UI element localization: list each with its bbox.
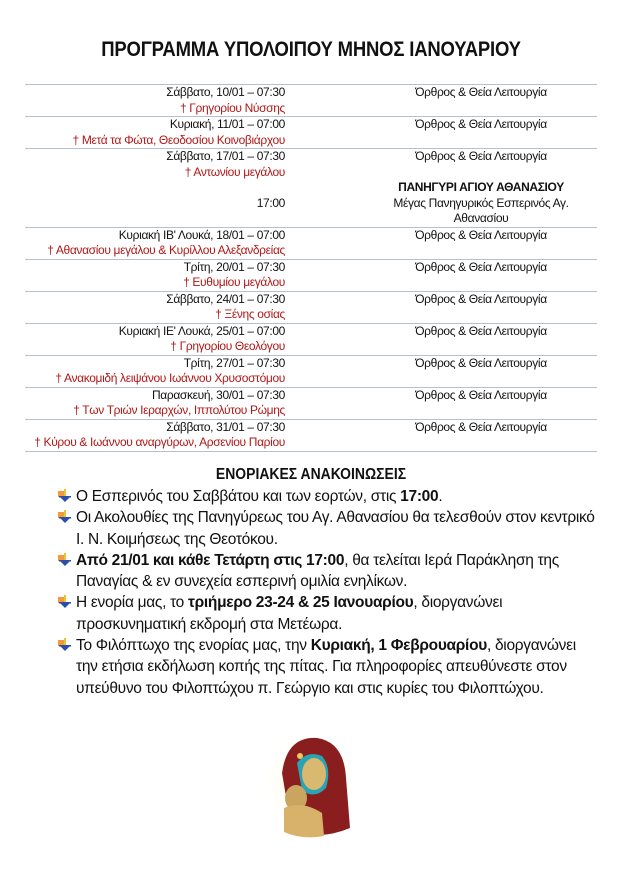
table-row-continuation: † Ξένης οσίας (25, 307, 597, 323)
table-row: Τρίτη, 20/01 – 07:30 Όρθρος & Θεία Λειτου… (25, 258, 597, 275)
announcement-text: Το Φιλόπτωχο της ενορίας μας, την (76, 637, 311, 655)
announcement-text: Η ενορία μας, το (76, 594, 189, 612)
table-row-continuation: † Κύρου & Ιωάννου αναργύρων, Αρσενίου Πα… (25, 435, 597, 452)
arrow-down-bullet-icon (58, 489, 71, 502)
table-row: Κυριακή, 11/01 – 07:00 Όρθρος & Θεία Λειτ… (25, 116, 597, 133)
table-row-continuation: † Ευθυμίου μεγάλου (25, 275, 597, 291)
table-row: Σάββατο, 17/01 – 07:30 Όρθρος & Θεία Λειτ… (25, 148, 597, 165)
cell-saint: † Αθανασίου μεγάλου & Κυρίλλου Αλεξανδρε… (47, 243, 285, 257)
cell-service: Όρθρος & Θεία Λειτουργία (285, 290, 597, 307)
announcement-item: Οι Ακολουθίες της Πανηγύρεως του Αγ. Αθα… (58, 507, 598, 550)
cell-date: Κυριακή ΙΕ' Λουκά, 25/01 – 07:00 (25, 322, 285, 339)
cell-saint: † Γρηγορίου Θεολόγου (170, 339, 285, 353)
table-row: Παρασκευή, 30/01 – 07:30 Όρθρος & Θεία Λε… (25, 386, 597, 403)
cell-date: Σάββατο, 24/01 – 07:30 (25, 290, 285, 307)
cell-saint: † Κύρου & Ιωάννου αναργύρων, Αρσενίου Πα… (25, 435, 285, 452)
table-row-continuation: † Ανακομιδή λειψάνου Ιωάννου Χρυσοστόμου (25, 371, 597, 387)
announcement-bold-text: 17:00 (400, 488, 439, 505)
cell-service: Όρθρος & Θεία Λειτουργία (285, 354, 597, 371)
cell-date: Σάββατο, 17/01 – 07:30 (25, 148, 285, 165)
cell-service: Όρθρος & Θεία Λειτουργία (285, 116, 597, 133)
announcement-bold-text: τριήμερο 23-24 & 25 Ιανουαρίου (188, 594, 414, 612)
cell-service: Όρθρος & Θεία Λειτουργία (285, 386, 597, 403)
announcement-bold-text: Κυριακή, 1 Φεβρουαρίου (310, 637, 488, 655)
empty-cell (285, 275, 597, 291)
empty-cell (285, 101, 597, 117)
cell-extra-service: Μέγας Πανηγυρικός Εσπερινός Αγ. Αθανασίο… (393, 195, 569, 226)
cell-service: Όρθρος & Θεία Λειτουργία (285, 148, 597, 165)
cell-extra-time: 17:00 (256, 195, 286, 210)
cell-service: Όρθρος & Θεία Λειτουργία (285, 418, 597, 435)
empty-cell (285, 307, 597, 323)
table-row-continuation: † Μετά τα Φώτα, Θεοδοσίου Κοινοβιάρχου (25, 133, 597, 149)
cell-saint: † Ανακομιδή λειψάνου Ιωάννου Χρυσοστόμου (55, 371, 285, 385)
cell-saint: † Ευθυμίου μεγάλου (183, 275, 285, 289)
cell-saint: † Ξένης οσίας (215, 307, 285, 321)
empty-cell (285, 403, 597, 419)
virgin-mary-icon (262, 732, 358, 838)
arrow-down-bullet-icon (58, 595, 71, 609)
table-row-continuation: ΠΑΝΗΓΥΡΙ ΑΓΙΟΥ ΑΘΑΝΑΣΙΟΥ (25, 180, 597, 196)
arrow-down-bullet-icon (58, 510, 71, 524)
table-row-continuation: † Γρηγορίου Θεολόγου (25, 339, 597, 355)
table-row: Κυριακή ΙΕ' Λουκά, 25/01 – 07:00 Όρθρος &… (25, 322, 597, 339)
announcement-text: Οι Ακολουθίες της Πανηγύρεως του Αγ. Αθα… (76, 509, 595, 548)
table-row: Κυριακή ΙΒ' Λουκά, 18/01 – 07:00 Όρθρος &… (25, 226, 597, 243)
table-row-continuation: † Αντωνίου μεγάλου (25, 165, 597, 181)
schedule-table: Σάββατο, 10/01 – 07:30 Όρθρος & Θεία Λειτ… (25, 84, 597, 452)
empty-cell (285, 371, 597, 387)
announcement-item: Από 21/01 και κάθε Τετάρτη στις 17:00, θ… (58, 550, 598, 593)
empty-cell (285, 165, 597, 181)
announcement-text: , διοργανώνει προσκυνηματική εκδρομή στα… (76, 594, 503, 633)
announcement-text: Ο Εσπερινός του Σαββάτου και των εορτών,… (76, 488, 401, 505)
announcement-item: Η ενορία μας, το τριήμερο 23-24 & 25 Ιαν… (58, 592, 598, 635)
announcement-item: Το Φιλόπτωχο της ενορίας μας, την Κυριακ… (58, 635, 598, 699)
table-row-continuation: † Των Τριών Ιεραρχών, Ιππολύτου Ρώμης (25, 403, 597, 419)
cell-date: Κυριακή, 11/01 – 07:00 (25, 116, 285, 133)
cell-saint: † Των Τριών Ιεραρχών, Ιππολύτου Ρώμης (73, 403, 285, 417)
cell-saint: † Μετά τα Φώτα, Θεοδοσίου Κοινοβιάρχου (72, 132, 286, 147)
empty-cell (285, 133, 597, 149)
cell-date: Τρίτη, 27/01 – 07:30 (25, 354, 285, 371)
table-row: Σάββατο, 24/01 – 07:30 Όρθρος & Θεία Λειτ… (25, 290, 597, 307)
empty-cell (285, 339, 597, 355)
cell-date: Τρίτη, 20/01 – 07:30 (25, 258, 285, 275)
cell-service: Όρθρος & Θεία Λειτουργία (285, 322, 597, 339)
arrow-down-bullet-icon (58, 638, 71, 652)
empty-cell (285, 435, 597, 452)
announcement-text: , θα τελείται Ιερά Παράκληση της Παναγία… (76, 551, 559, 591)
empty-cell (285, 243, 597, 259)
cell-date: Κυριακή ΙΒ' Λουκά, 18/01 – 07:00 (25, 226, 285, 243)
empty-cell (25, 180, 285, 196)
announcement-item: Ο Εσπερινός του Σαββάτου και των εορτών,… (58, 486, 598, 507)
cell-saint: † Αντωνίου μεγάλου (184, 164, 286, 179)
announcements-list: Ο Εσπερινός του Σαββάτου και των εορτών,… (58, 486, 598, 699)
cell-extra-heading: ΠΑΝΗΓΥΡΙ ΑΓΙΟΥ ΑΘΑΝΑΣΙΟΥ (398, 180, 564, 194)
announcement-text: , διοργανώνει την ετήσια εκδήλωση κοπής … (76, 637, 576, 697)
announcements-title: ΕΝΟΡΙΑΚΕΣ ΑΝΑΚΟΙΝΩΣΕΙΣ (215, 466, 407, 483)
cell-saint: † Γρηγορίου Νύσσης (179, 100, 285, 115)
cell-date: Παρασκευή, 30/01 – 07:30 (25, 386, 285, 403)
table-row: Σάββατο, 31/01 – 07:30 Όρθρος & Θεία Λειτ… (25, 418, 597, 435)
page-title: ΠΡΟΓΡΑΜΜΑ ΥΠΟΛΟΙΠΟΥ ΜΗΝΟΣ ΙΑΝΟΥΑΡΙΟΥ (101, 38, 521, 61)
cell-date: Σάββατο, 31/01 – 07:30 (25, 418, 285, 435)
cell-date: Σάββατο, 10/01 – 07:30 (25, 84, 285, 101)
table-row: Σάββατο, 10/01 – 07:30 Όρθρος & Θεία Λειτ… (25, 84, 597, 101)
table-row-continuation: † Γρηγορίου Νύσσης (25, 101, 597, 117)
cell-service: Όρθρος & Θεία Λειτουργία (285, 84, 597, 101)
cell-service: Όρθρος & Θεία Λειτουργία (285, 258, 597, 275)
announcement-text: . (438, 488, 443, 505)
arrow-down-bullet-icon (58, 552, 71, 566)
table-row-continuation: 17:00 Μέγας Πανηγυρικός Εσπερινός Αγ. Αθα… (25, 196, 597, 228)
table-row: Τρίτη, 27/01 – 07:30 Όρθρος & Θεία Λειτου… (25, 354, 597, 371)
announcement-bold-text: Από 21/01 και κάθε Τετάρτη στις 17:00 (76, 551, 345, 569)
table-row-continuation: † Αθανασίου μεγάλου & Κυρίλλου Αλεξανδρε… (25, 243, 597, 259)
cell-service: Όρθρος & Θεία Λειτουργία (285, 226, 597, 243)
